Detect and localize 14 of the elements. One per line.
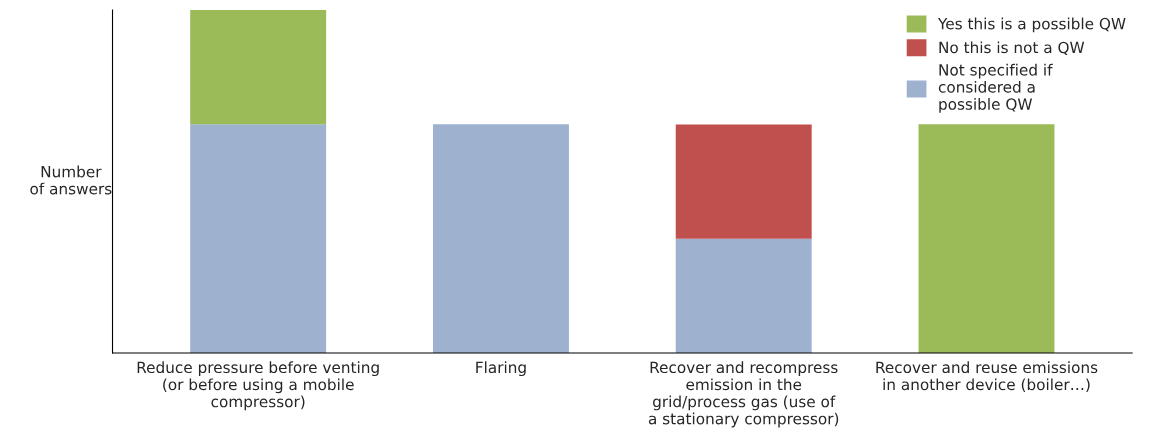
- legend-label: Not specified if considered a possible QW: [938, 63, 1053, 113]
- bar: [918, 124, 1055, 353]
- bar: [432, 124, 569, 353]
- bar: [675, 124, 812, 239]
- bar: [190, 10, 327, 125]
- x-tick-label: Recover and reuse emissions in another device (boiler…): [876, 361, 1098, 393]
- x-tick-label: Flaring: [476, 361, 526, 377]
- bar: [675, 238, 812, 353]
- legend-label: Yes this is a possible QW: [937, 17, 1126, 33]
- bar: [190, 124, 327, 353]
- y-axis-title: Number of answers: [30, 165, 112, 195]
- x-tick-label: Recover and recompress emission in the grid/process gas (use of a stationary compressor): [648, 361, 839, 428]
- x-tick-label: Reduce pressure before venting (or before using a mobile compressor): [137, 361, 379, 411]
- legend-label: No this is not a QW: [939, 41, 1085, 55]
